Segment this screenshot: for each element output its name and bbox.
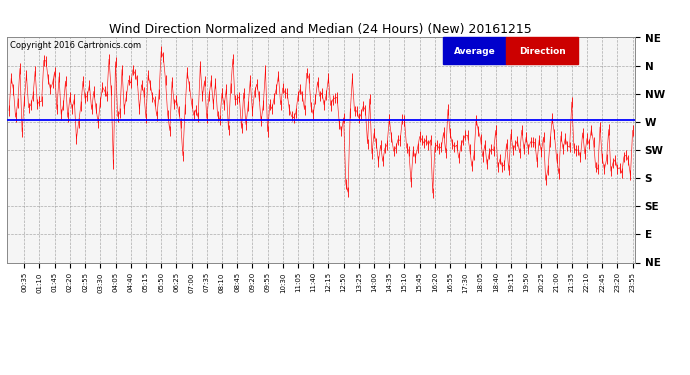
- Text: Direction: Direction: [519, 46, 566, 56]
- Text: Average: Average: [454, 46, 495, 56]
- Text: Copyright 2016 Cartronics.com: Copyright 2016 Cartronics.com: [10, 41, 141, 50]
- FancyBboxPatch shape: [506, 38, 578, 64]
- Title: Wind Direction Normalized and Median (24 Hours) (New) 20161215: Wind Direction Normalized and Median (24…: [110, 23, 532, 36]
- FancyBboxPatch shape: [443, 38, 506, 64]
